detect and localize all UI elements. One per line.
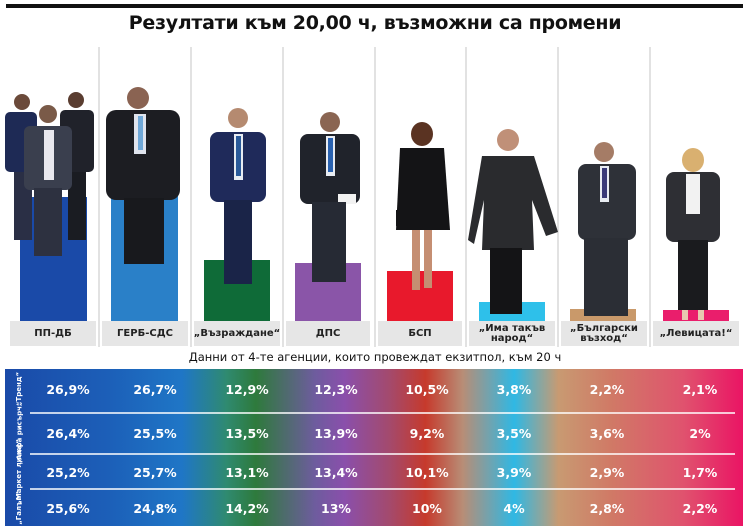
table-cell: 3,8%	[496, 381, 532, 397]
party-label-vazrazhdane: „Възраждане“	[194, 321, 280, 346]
column-divider	[282, 47, 284, 347]
table-cell: 25,2%	[46, 464, 90, 480]
politician-figure-vazrazhdane	[210, 108, 266, 284]
politician-figure-pp-db	[5, 92, 94, 256]
row-divider	[30, 453, 735, 455]
agency-label: „Галъп“	[15, 491, 24, 525]
party-label-bsp: БСП	[378, 321, 462, 346]
table-cell: 25,6%	[46, 500, 90, 516]
table-cell: 13%	[321, 500, 351, 516]
table-cell: 25,5%	[133, 425, 177, 441]
party-label-pp-db: ПП-ДБ	[10, 321, 96, 346]
row-divider	[30, 488, 735, 490]
column-divider	[374, 47, 376, 347]
table-row-market-links: „Маркет линкс“ 25,2% 25,7% 13,1% 13,4% 1…	[5, 439, 743, 505]
table-cell: 13,9%	[314, 425, 358, 441]
chart-subtitle: Данни от 4-те агенции, които провеждат е…	[188, 350, 562, 364]
table-cell: 13,1%	[225, 464, 269, 480]
column-divider	[190, 47, 192, 347]
column-divider	[649, 47, 651, 347]
chart-title: Резултати към 20,00 ч, възможни са проме…	[128, 12, 622, 34]
politician-figure-bsp	[396, 122, 450, 290]
table-cell: 25,7%	[133, 464, 177, 480]
party-label-bv: „Български възход“	[561, 321, 647, 346]
table-cell: 2,2%	[682, 500, 718, 516]
table-cell: 4%	[503, 500, 525, 516]
table-cell: 13,5%	[225, 425, 269, 441]
party-label-dps: ДПС	[286, 321, 370, 346]
table-cell: 24,8%	[133, 500, 177, 516]
politician-figure-levitsata	[666, 148, 720, 320]
row-divider	[30, 412, 735, 414]
table-cell: 26,7%	[133, 381, 177, 397]
table-cell: 2,1%	[682, 381, 718, 397]
table-cell: 3,9%	[496, 464, 532, 480]
table-cell: 3,5%	[496, 425, 532, 441]
party-label-itn: „Има такъв народ“	[469, 321, 555, 346]
agency-label: „Маркет линкс“	[15, 439, 24, 505]
table-cell: 12,3%	[314, 381, 358, 397]
politician-figure-dps	[300, 112, 360, 282]
column-divider	[557, 47, 559, 347]
table-cell: 2,9%	[589, 464, 625, 480]
bar-levitsata	[663, 310, 729, 321]
politician-figure-bv	[578, 142, 636, 316]
exit-poll-table: „Тренд“ 26,9% 26,7% 12,9% 12,3% 10,5% 3,…	[5, 369, 743, 526]
table-cell: 2,8%	[589, 500, 625, 516]
party-label-gerb-sds: ГЕРБ-СДС	[102, 321, 188, 346]
politician-figure-gerb	[106, 87, 180, 264]
table-cell: 14,2%	[225, 500, 269, 516]
top-rule	[6, 4, 743, 8]
column-divider	[465, 47, 467, 347]
table-cell: 2,2%	[589, 381, 625, 397]
column-divider	[98, 47, 100, 347]
table-cell: 10%	[412, 500, 442, 516]
table-row-trend: „Тренд“ 26,9% 26,7% 12,9% 12,3% 10,5% 3,…	[5, 369, 743, 409]
table-cell: 26,9%	[46, 381, 90, 397]
politician-figure-itn	[468, 129, 558, 314]
table-cell: 26,4%	[46, 425, 90, 441]
table-row-alpha-research: „Алфа рисърч“ 26,4% 25,5% 13,5% 13,9% 9,…	[5, 402, 743, 465]
table-cell: 3,6%	[589, 425, 625, 441]
table-cell: 13,4%	[314, 464, 358, 480]
table-cell: 1,7%	[682, 464, 718, 480]
table-cell: 10,1%	[405, 464, 449, 480]
table-cell: 2%	[689, 425, 711, 441]
table-cell: 9,2%	[409, 425, 445, 441]
party-label-levitsata: „Левицата!“	[653, 321, 739, 346]
table-row-gallup: „Галъп“ 25,6% 24,8% 14,2% 13% 10% 4% 2,8…	[5, 488, 743, 528]
table-cell: 10,5%	[405, 381, 449, 397]
table-cell: 12,9%	[225, 381, 269, 397]
